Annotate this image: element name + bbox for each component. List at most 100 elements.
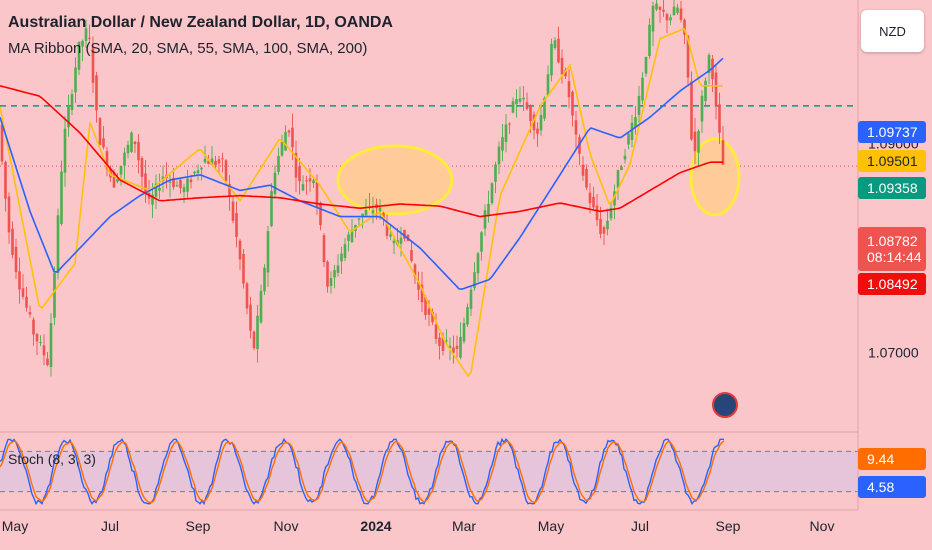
candle-body xyxy=(347,234,350,241)
candle-body xyxy=(721,140,725,165)
candle-body xyxy=(39,342,42,344)
candle-body xyxy=(7,196,11,233)
candle-body xyxy=(434,324,438,339)
ma-line-sma-55 xyxy=(0,57,724,290)
candle-body xyxy=(634,117,637,128)
country-flag-icon[interactable] xyxy=(712,392,738,418)
candle-body xyxy=(70,94,74,111)
stoch-d-badge: 4.58 xyxy=(858,476,926,498)
candle-body xyxy=(448,345,452,349)
candle-body xyxy=(525,102,529,109)
candle-body xyxy=(623,155,627,160)
candle-body xyxy=(81,40,84,47)
stochastic-pane xyxy=(0,437,858,506)
candle-body xyxy=(473,272,476,289)
candle-body xyxy=(441,337,445,351)
candle-body xyxy=(550,43,553,76)
candle-body xyxy=(700,95,704,122)
candle-body xyxy=(25,296,28,308)
candle-body xyxy=(35,333,39,342)
candle-body xyxy=(662,9,665,12)
candle-body xyxy=(284,131,287,151)
candle-body xyxy=(672,6,676,16)
stoch-band-fill xyxy=(0,451,858,492)
candle-body xyxy=(644,57,648,74)
candle-body xyxy=(483,210,487,229)
dashed-level-badge: 1.09358 xyxy=(858,177,926,199)
candle-body xyxy=(123,152,126,166)
candle-body xyxy=(189,179,193,183)
candle-body xyxy=(49,323,53,368)
candle-body xyxy=(592,196,595,208)
candle-body xyxy=(571,91,574,116)
candle-body xyxy=(252,331,256,349)
time-tick-label: Nov xyxy=(274,518,299,534)
candle-body xyxy=(714,72,718,106)
candle-body xyxy=(585,168,588,188)
candle-body xyxy=(431,311,434,323)
candle-body xyxy=(287,130,291,133)
candle-body xyxy=(322,235,326,263)
candle-body xyxy=(273,172,277,195)
candle-body xyxy=(32,319,35,335)
currency-button[interactable]: NZD xyxy=(861,10,924,52)
candle-body xyxy=(308,178,312,182)
candle-body xyxy=(112,171,116,188)
candle-body xyxy=(581,164,585,176)
candle-body xyxy=(140,157,144,177)
stochastic-legend: Stoch (8, 3, 3) xyxy=(8,451,96,467)
candle-body xyxy=(501,137,504,151)
candle-body xyxy=(182,187,186,193)
candle-body xyxy=(277,155,280,173)
candle-body xyxy=(497,146,501,165)
candle-body xyxy=(606,220,609,230)
candle-body xyxy=(459,336,462,358)
sma-slow-badge: 1.08492 xyxy=(858,273,926,295)
candle-body xyxy=(651,5,655,32)
candle-body xyxy=(462,322,466,342)
candle-body xyxy=(599,219,602,234)
candle-body xyxy=(196,170,200,174)
indicator-legend: MA Ribbon (SMA, 20, SMA, 55, SMA, 100, S… xyxy=(8,40,368,57)
candle-body xyxy=(438,337,441,346)
candle-body xyxy=(515,99,518,105)
candle-body xyxy=(616,170,620,188)
candle-body xyxy=(494,164,497,182)
stoch-k-line xyxy=(0,437,724,506)
candle-body xyxy=(564,69,567,77)
candle-body xyxy=(574,120,578,135)
candle-body xyxy=(4,161,7,199)
candle-body xyxy=(508,123,511,125)
candle-body xyxy=(560,57,564,75)
candle-body xyxy=(144,173,147,193)
ma-line-sma-200 xyxy=(0,85,723,218)
candle-body xyxy=(172,177,175,188)
candle-body xyxy=(186,178,189,192)
candle-body xyxy=(28,312,32,315)
candle-body xyxy=(137,141,140,161)
candle-body xyxy=(312,180,315,184)
candle-body xyxy=(200,167,203,170)
candle-body xyxy=(333,270,336,278)
candle-body xyxy=(301,184,305,191)
candlestick-series xyxy=(0,0,725,377)
candle-body xyxy=(98,118,102,145)
candle-body xyxy=(77,41,81,70)
candle-body xyxy=(480,232,483,252)
candle-body xyxy=(424,296,427,315)
candle-body xyxy=(126,144,130,154)
candle-body xyxy=(655,3,658,10)
candle-body xyxy=(595,205,599,221)
candle-body xyxy=(336,265,340,273)
candle-body xyxy=(476,253,480,274)
candle-body xyxy=(385,222,389,236)
candle-body xyxy=(228,183,231,197)
candle-body xyxy=(119,165,123,175)
candle-body xyxy=(588,192,592,204)
candle-body xyxy=(203,158,207,163)
stoch-k-badge: 9.44 xyxy=(858,448,926,470)
candle-body xyxy=(74,67,77,93)
candle-body xyxy=(553,40,557,49)
candle-body xyxy=(529,106,532,122)
